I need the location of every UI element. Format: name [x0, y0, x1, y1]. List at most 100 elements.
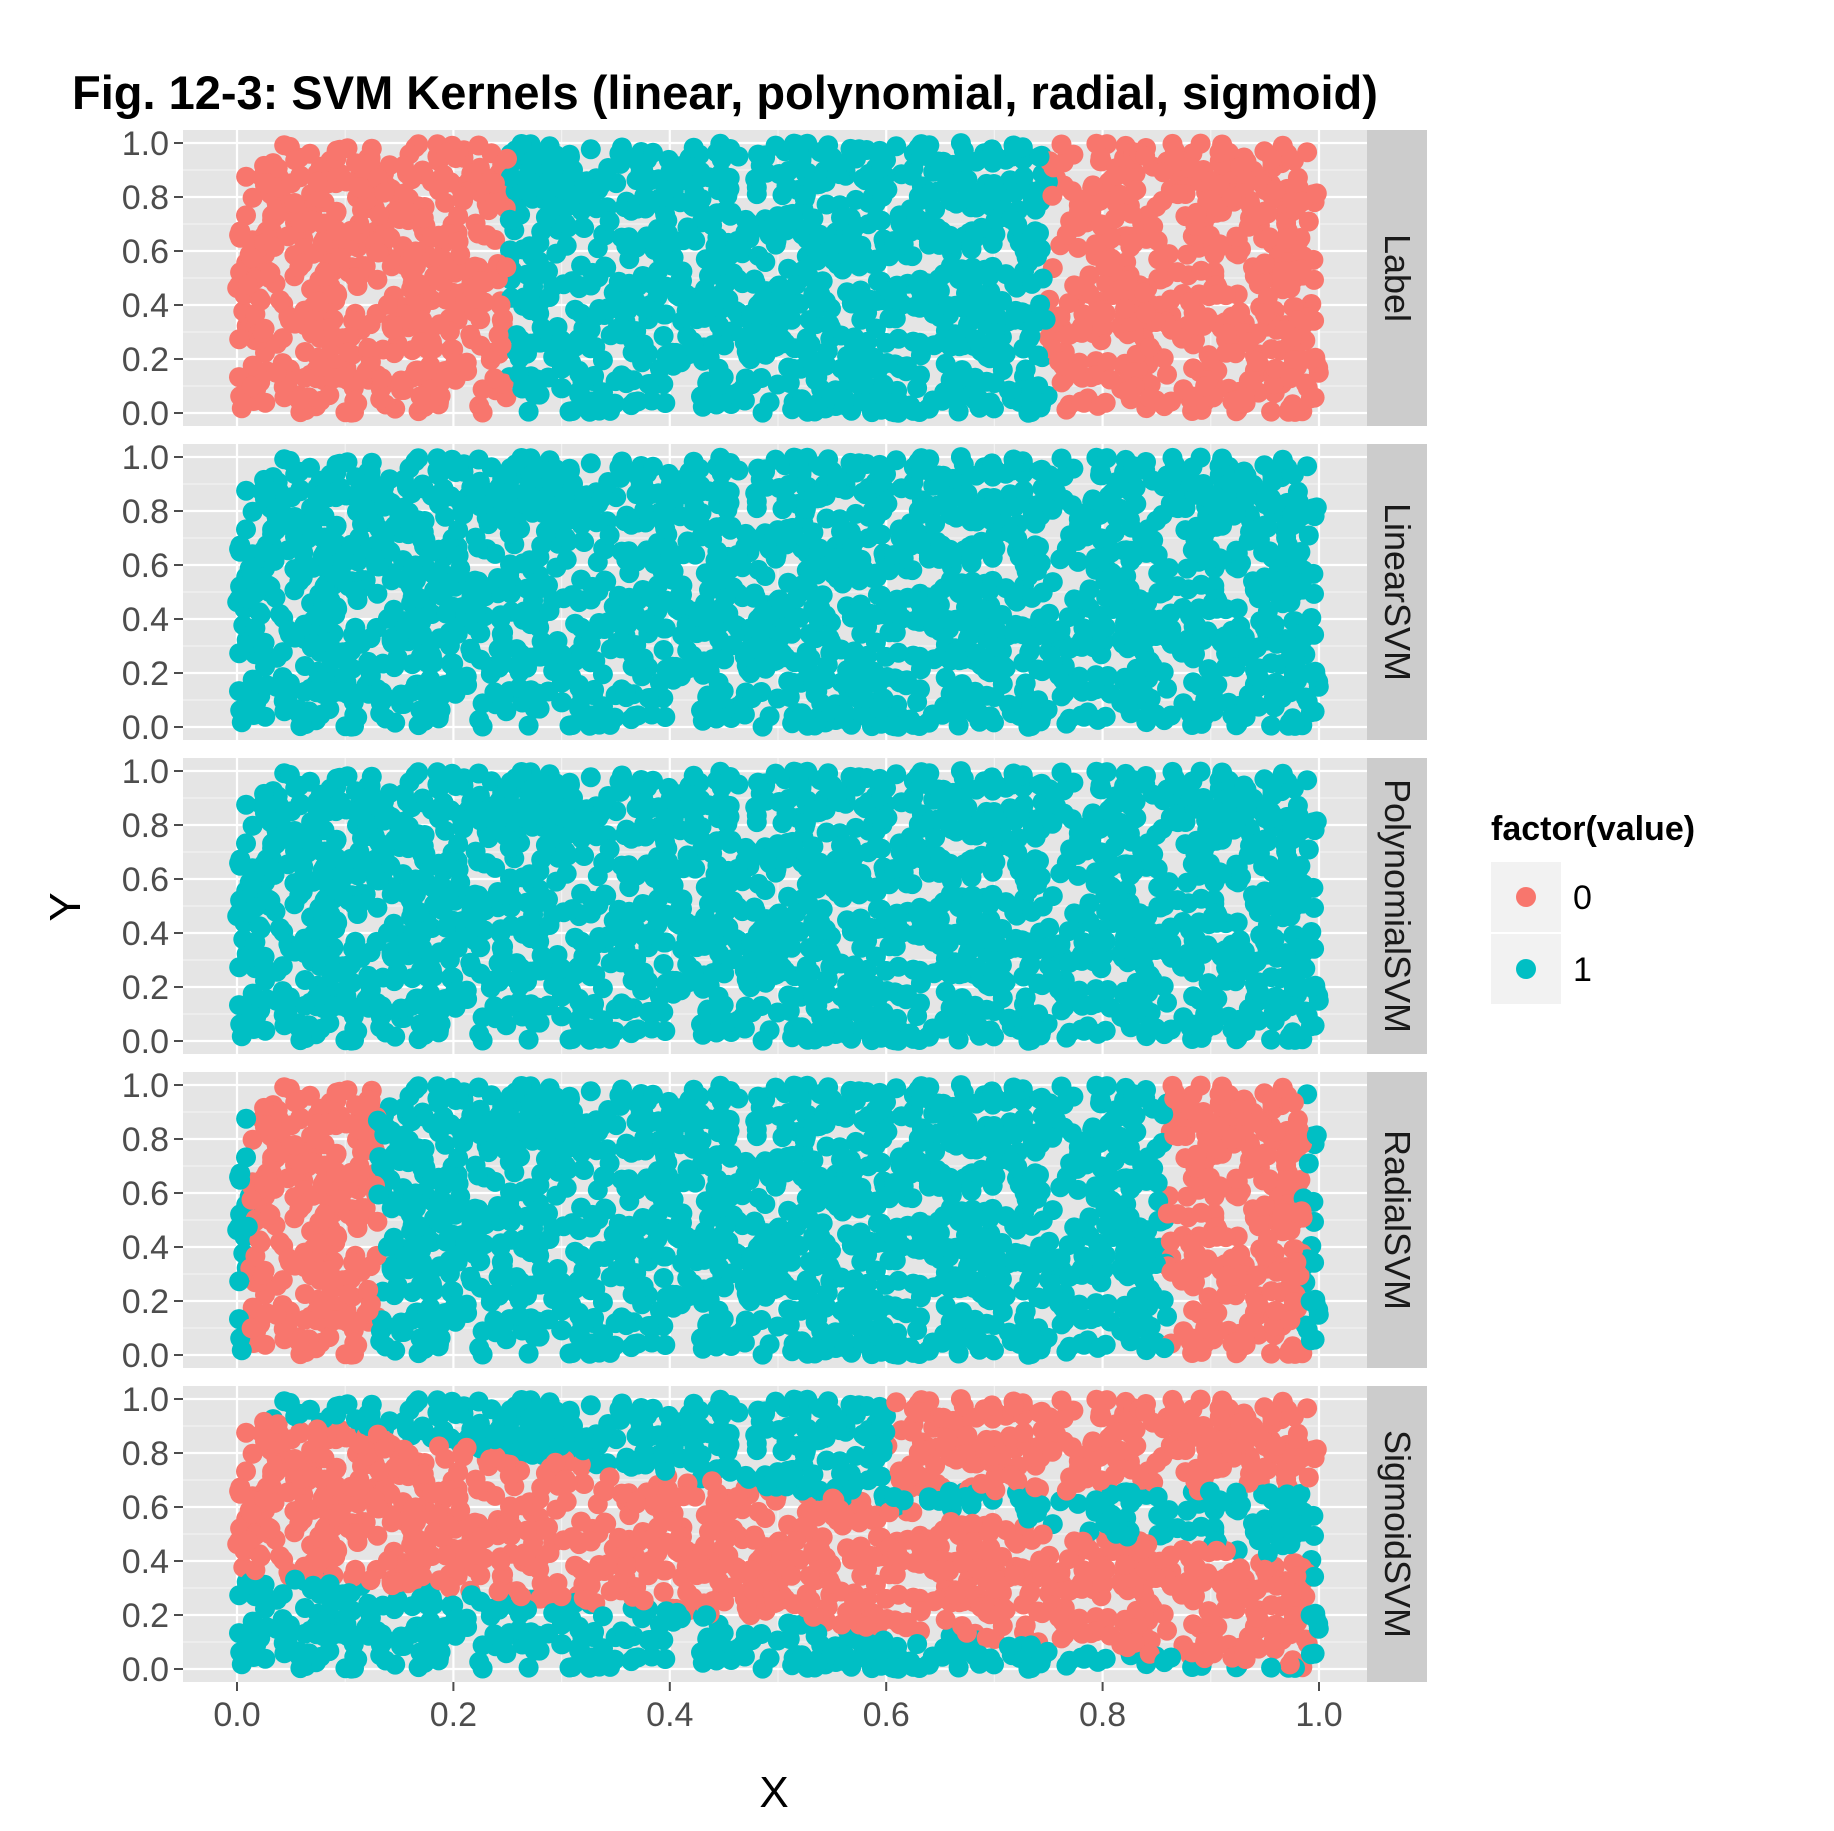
point	[933, 151, 954, 172]
point	[872, 494, 893, 515]
point	[428, 225, 449, 246]
point	[1265, 493, 1286, 514]
point	[573, 498, 594, 519]
point	[1238, 332, 1259, 353]
point	[755, 566, 776, 586]
point	[776, 534, 797, 555]
point	[348, 491, 369, 512]
point	[776, 220, 797, 241]
point	[1179, 606, 1200, 627]
point	[358, 651, 379, 672]
point	[1164, 460, 1185, 481]
point	[1019, 642, 1040, 663]
point	[648, 261, 669, 282]
point	[1154, 710, 1175, 731]
point	[718, 289, 739, 310]
point	[448, 231, 469, 252]
point	[516, 578, 537, 599]
point	[496, 571, 517, 592]
point	[377, 294, 398, 315]
point	[711, 149, 732, 170]
point	[412, 624, 433, 645]
point	[856, 674, 877, 695]
point	[391, 370, 412, 391]
point	[308, 291, 329, 312]
point	[1071, 705, 1092, 726]
point	[313, 580, 334, 601]
point	[266, 362, 287, 383]
point	[907, 692, 928, 712]
point	[423, 338, 444, 359]
point	[1139, 337, 1160, 358]
point	[436, 289, 456, 310]
point	[333, 366, 354, 387]
point	[682, 331, 703, 352]
point	[835, 703, 856, 724]
point	[1238, 646, 1259, 667]
point	[696, 349, 717, 370]
point	[691, 386, 711, 407]
point	[1167, 262, 1188, 283]
point	[568, 674, 589, 695]
point	[448, 520, 469, 540]
point	[1106, 480, 1127, 500]
point	[277, 226, 298, 247]
point	[1095, 706, 1116, 727]
point	[303, 633, 324, 654]
point	[803, 664, 824, 685]
point	[940, 256, 961, 276]
point	[1135, 303, 1156, 324]
point	[935, 667, 956, 688]
point	[330, 248, 351, 268]
point	[445, 667, 466, 688]
point	[484, 682, 505, 703]
point	[531, 535, 552, 556]
point	[1262, 463, 1282, 484]
point	[1013, 480, 1034, 501]
point	[1280, 682, 1301, 703]
point	[1216, 323, 1237, 344]
point	[779, 373, 800, 393]
point	[995, 578, 1016, 599]
point	[1167, 576, 1188, 597]
point	[429, 314, 450, 335]
point	[710, 688, 731, 709]
point	[327, 284, 348, 305]
point	[1195, 690, 1216, 711]
point	[1117, 381, 1138, 402]
point	[1022, 190, 1043, 211]
point	[1304, 701, 1325, 722]
point	[370, 703, 391, 724]
point	[295, 367, 315, 388]
point	[621, 709, 642, 730]
point	[1157, 364, 1177, 385]
point	[743, 638, 764, 659]
point	[888, 716, 909, 737]
point	[961, 239, 982, 259]
point	[853, 168, 874, 189]
point	[338, 342, 359, 363]
point	[742, 374, 762, 395]
point	[302, 210, 323, 231]
point	[655, 707, 676, 727]
point	[683, 137, 704, 158]
point	[748, 458, 768, 479]
point	[1025, 221, 1046, 242]
point	[633, 334, 654, 355]
point	[1064, 589, 1085, 610]
point	[1032, 268, 1053, 289]
point	[976, 284, 997, 305]
point	[907, 378, 928, 398]
point	[615, 368, 636, 389]
point	[922, 704, 943, 725]
point	[755, 252, 776, 272]
point	[256, 487, 277, 508]
point	[617, 614, 638, 635]
point	[403, 243, 423, 264]
point	[270, 290, 290, 311]
point	[333, 680, 354, 701]
point	[497, 148, 517, 169]
point	[710, 374, 731, 395]
point	[295, 681, 315, 702]
point	[660, 231, 681, 252]
